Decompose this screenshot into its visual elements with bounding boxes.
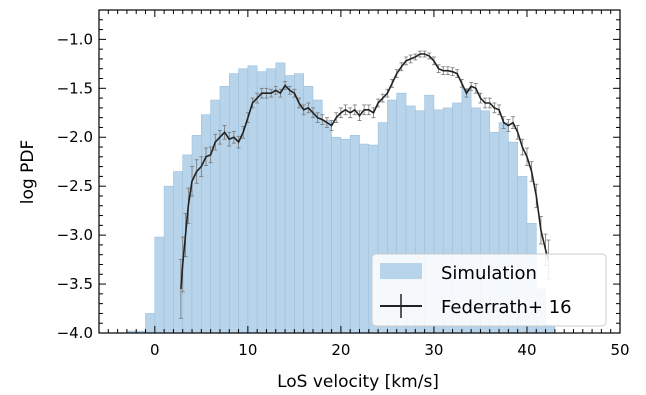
histogram-bar [173, 172, 182, 334]
histogram-bar [294, 74, 303, 333]
y-tick-label: −4.0 [57, 324, 93, 342]
histogram-bar [201, 115, 210, 333]
histogram-bar [322, 121, 331, 333]
legend-label-simulation: Simulation [441, 263, 537, 284]
histogram-bar [257, 72, 266, 333]
x-tick-label: 40 [517, 341, 536, 359]
x-axis-label: LoS velocity [km/s] [277, 372, 439, 392]
x-tick-label: 0 [150, 341, 160, 359]
histogram-bar [313, 100, 322, 333]
histogram-bar [220, 86, 229, 333]
histogram-bar [304, 86, 313, 333]
x-tick-label: 50 [610, 341, 629, 359]
legend: Simulation Federrath+ 16 [372, 254, 606, 326]
histogram-bar [229, 74, 238, 333]
y-tick-label: −2.5 [57, 177, 93, 195]
y-axis-label: log PDF [18, 140, 38, 204]
histogram-bar [350, 135, 359, 333]
histogram-bar [341, 139, 350, 333]
histogram-bar [266, 69, 275, 333]
y-tick-label: −3.0 [57, 226, 93, 244]
histogram-bar [146, 313, 155, 333]
histogram-bar [239, 69, 248, 333]
histogram-bar [285, 76, 294, 333]
x-tick-label: 30 [424, 341, 443, 359]
x-tick-label: 10 [238, 341, 257, 359]
histogram-bar [164, 186, 173, 333]
y-tick-label: −3.5 [57, 275, 93, 293]
x-tick-label: 20 [331, 341, 350, 359]
legend-swatch-simulation [380, 263, 422, 279]
histogram-bar [360, 144, 369, 333]
histogram-bar [155, 237, 164, 333]
y-tick-label: −2.0 [57, 128, 93, 146]
histogram-bar [332, 137, 341, 333]
legend-label-federrath: Federrath+ 16 [441, 297, 572, 318]
histogram-bar [276, 63, 285, 333]
y-tick-label: −1.0 [57, 30, 93, 48]
y-tick-label: −1.5 [57, 79, 93, 97]
